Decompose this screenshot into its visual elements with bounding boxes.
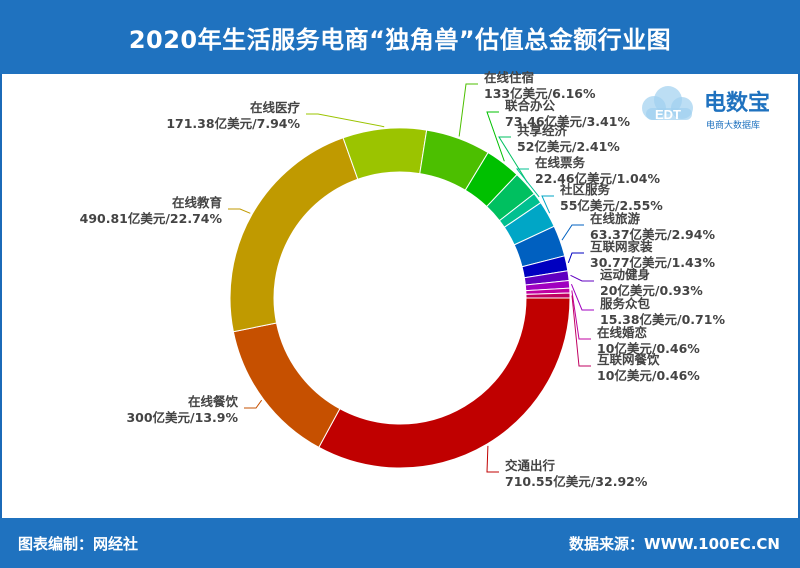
logo: EDT 电数宝 电商大数据库 xyxy=(642,86,770,131)
donut-slice xyxy=(318,297,571,469)
slice-value-label: 490.81亿美元/22.74% xyxy=(80,211,223,226)
slice-name-label: 在线教育 xyxy=(172,195,223,210)
slice-value-label: 20亿美元/0.93% xyxy=(600,283,703,298)
slice-name-label: 在线医疗 xyxy=(250,100,301,115)
slice-name-label: 服务众包 xyxy=(600,296,651,311)
slice-name-label: 在线住宿 xyxy=(484,70,534,85)
slice-value-label: 10亿美元/0.46% xyxy=(597,368,700,383)
slice-value-label: 73.46亿美元/3.41% xyxy=(505,114,630,129)
slice-value-label: 10亿美元/0.46% xyxy=(597,341,700,356)
leader-line xyxy=(486,445,499,473)
slice-value-label: 15.38亿美元/0.71% xyxy=(600,312,725,327)
footer: 图表编制：网经社 数据来源：WWW.100EC.CN xyxy=(0,518,800,568)
footer-source: 数据来源：WWW.100EC.CN xyxy=(569,535,780,553)
logo-mark: EDT xyxy=(655,107,681,122)
slice-name-label: 互联网家装 xyxy=(590,239,653,254)
leader-line xyxy=(498,136,528,183)
leader-line xyxy=(561,224,584,241)
slice-name-label: 在线票务 xyxy=(535,155,586,170)
leader-line xyxy=(486,111,505,162)
page-title: 2020年生活服务电商“独角兽”估值总金额行业图 xyxy=(0,0,800,74)
slice-name-label: 在线旅游 xyxy=(590,211,641,226)
slice-name-label: 交通出行 xyxy=(505,458,556,473)
logo-tagline: 电商大数据库 xyxy=(706,119,760,131)
leader-line xyxy=(458,83,478,137)
donut-slice xyxy=(525,292,571,299)
slice-value-label: 22.46亿美元/1.04% xyxy=(535,171,660,186)
slice-name-label: 在线婚恋 xyxy=(597,325,648,340)
slice-value-label: 300亿美元/13.9% xyxy=(126,410,238,425)
slice-value-label: 55亿美元/2.55% xyxy=(560,198,663,213)
slice-value-label: 133亿美元/6.16% xyxy=(484,86,596,101)
donut-slice xyxy=(342,127,428,180)
slice-name-label: 在线餐饮 xyxy=(188,394,239,409)
donut-slice xyxy=(232,322,341,449)
slice-value-label: 171.38亿美元/7.94% xyxy=(166,116,300,131)
leader-line xyxy=(567,252,584,263)
slice-name-label: 社区服务 xyxy=(559,182,611,197)
logo-name: 电数宝 xyxy=(704,90,770,116)
leader-line xyxy=(571,290,591,340)
leader-line xyxy=(541,195,554,214)
slice-name-label: 运动健身 xyxy=(600,267,651,282)
footer-credit: 图表编制：网经社 xyxy=(18,535,139,553)
slice-value-label: 52亿美元/2.41% xyxy=(517,139,620,154)
leader-line xyxy=(306,113,385,128)
leader-line xyxy=(570,283,594,311)
slice-name-label: 互联网餐饮 xyxy=(597,352,660,367)
slice-name-label: 共享经济 xyxy=(517,123,568,138)
slice-name-label: 联合办公 xyxy=(505,98,556,113)
slice-value-label: 30.77亿美元/1.43% xyxy=(590,255,715,270)
leader-line xyxy=(228,208,251,214)
cloud-logo-icon: EDT xyxy=(642,86,693,122)
donut-slice xyxy=(229,137,359,333)
slice-value-label: 63.37亿美元/2.94% xyxy=(590,227,715,242)
leader-line xyxy=(571,295,591,367)
leader-line xyxy=(244,399,263,409)
slice-value-label: 710.55亿美元/32.92% xyxy=(505,474,648,489)
leader-line xyxy=(515,168,540,198)
leader-line xyxy=(570,274,594,282)
